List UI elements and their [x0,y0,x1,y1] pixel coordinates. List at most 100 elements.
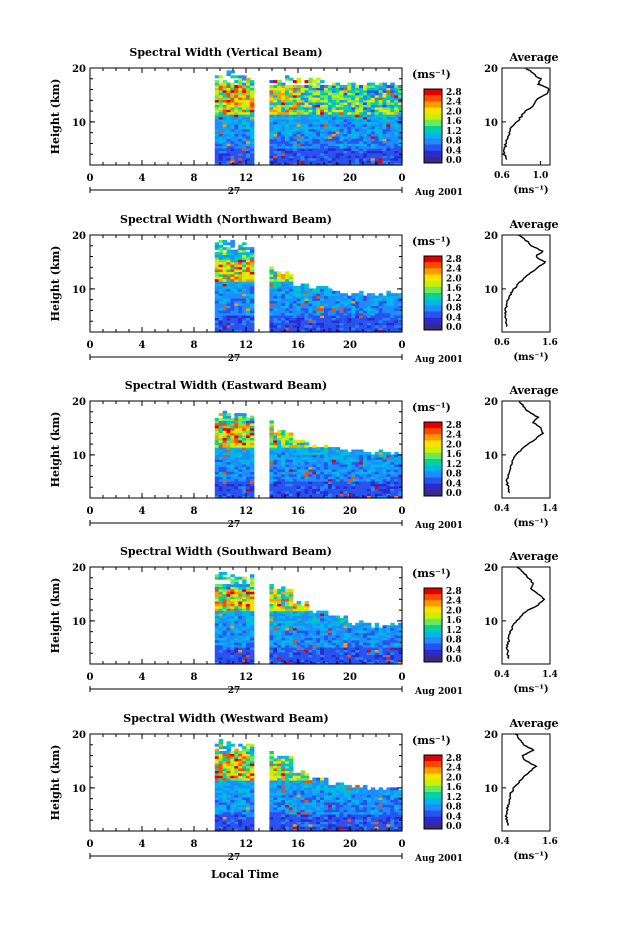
heatmap-cell [288,447,294,451]
heatmap-cell [296,466,302,470]
heatmap-cell [324,461,329,465]
heatmap-cell [218,111,224,115]
heatmap-cell [246,121,251,125]
heatmap-cell [351,312,356,316]
heatmap-cell [300,630,306,633]
heatmap-cell [292,111,298,115]
heatmap-cell [242,413,247,417]
heatmap-cell [320,102,325,105]
heatmap-cell [382,627,387,631]
colorbar-tick-label: 2.4 [446,265,462,275]
heatmap-cell [378,485,384,489]
heatmap-cell [285,622,290,626]
heatmap-cell [242,77,247,81]
heatmap-cell [249,656,255,660]
heatmap-cell [327,121,333,125]
heatmap-cell [246,461,251,465]
heatmap-cell [218,89,224,93]
heatmap-cell [343,104,348,108]
heatmap-cell [292,300,298,304]
heatmap-cell [304,114,309,118]
heatmap-cell [351,307,356,311]
heatmap-cell [269,620,274,624]
heatmap-cell [374,114,380,118]
heatmap-cell [234,111,239,115]
heatmap-cell [218,449,224,453]
heatmap-cell [363,478,368,482]
heatmap-cell [214,481,220,484]
heatmap-cell [316,478,321,482]
heatmap-cell [218,155,224,159]
heatmap-cell [226,471,231,475]
heatmap-cell [281,298,286,301]
heatmap-cell [242,481,247,484]
heatmap-cell [363,135,368,139]
heatmap-cell [214,85,220,88]
heatmap-cell [273,121,278,125]
heatmap-cell [238,256,243,260]
heatmap-cell [366,630,372,633]
heatmap-cell [359,114,364,118]
heatmap-cell [390,632,395,636]
heatmap-cell [269,89,274,93]
heatmap-cell [382,305,387,309]
heatmap-cell [312,162,317,166]
heatmap-cell [398,310,403,314]
heatmap-cell [242,75,247,79]
heatmap-cell [249,488,255,492]
average-y-tick-label: 10 [484,451,498,462]
average-x-label: (ms⁻¹) [513,518,548,529]
heatmap-cell [230,261,235,265]
heatmap-cell [327,637,333,641]
heatmap-cell [300,490,306,494]
heatmap-cell [218,571,224,575]
heatmap-cell [273,157,278,161]
heatmap-cell [234,476,239,480]
heatmap-cell [316,288,321,292]
heatmap-cell [312,131,317,134]
heatmap-cell [327,300,333,304]
heatmap-cell [214,598,220,602]
heatmap-cell [218,82,224,86]
heatmap-cell [281,639,286,643]
heatmap-cell [300,324,306,328]
heatmap-cell [324,630,329,633]
heatmap-cell [269,310,274,314]
heatmap-cell [374,488,380,492]
heatmap-cell [363,647,368,650]
heatmap-cell [382,99,387,103]
heatmap-cell [394,451,399,455]
heatmap-cell [249,285,255,289]
heatmap-cell [398,481,403,484]
heatmap-cell [343,449,348,453]
heatmap-cell [366,642,372,646]
heatmap-cell [339,634,345,638]
heatmap-cell [285,145,290,149]
heatmap-cell [292,135,298,139]
heatmap-cell [359,305,364,309]
heatmap-cell [238,160,243,164]
heatmap-cell [366,317,372,321]
heatmap-cell [222,140,228,144]
heatmap-cell [296,659,302,663]
heatmap-cell [304,647,309,650]
heatmap-cell [343,456,348,460]
heatmap-cell [327,317,333,321]
heatmap-cell [335,476,341,480]
heatmap-cell [374,656,380,660]
heatmap-cell [304,312,309,316]
heatmap-cell [300,319,306,323]
heatmap-cell [378,138,384,142]
heatmap-cell [226,259,231,263]
heatmap-cell [355,476,360,480]
heatmap-cell [359,485,364,489]
heatmap-cell [226,449,231,453]
heatmap-cell [249,637,255,641]
heatmap-cell [300,620,306,624]
heatmap-cell [234,439,239,443]
heatmap-cell [370,488,376,492]
heatmap-cell [300,617,306,621]
heatmap-cell [230,444,235,448]
heatmap-cell [285,295,290,299]
heatmap-cell [249,630,255,633]
